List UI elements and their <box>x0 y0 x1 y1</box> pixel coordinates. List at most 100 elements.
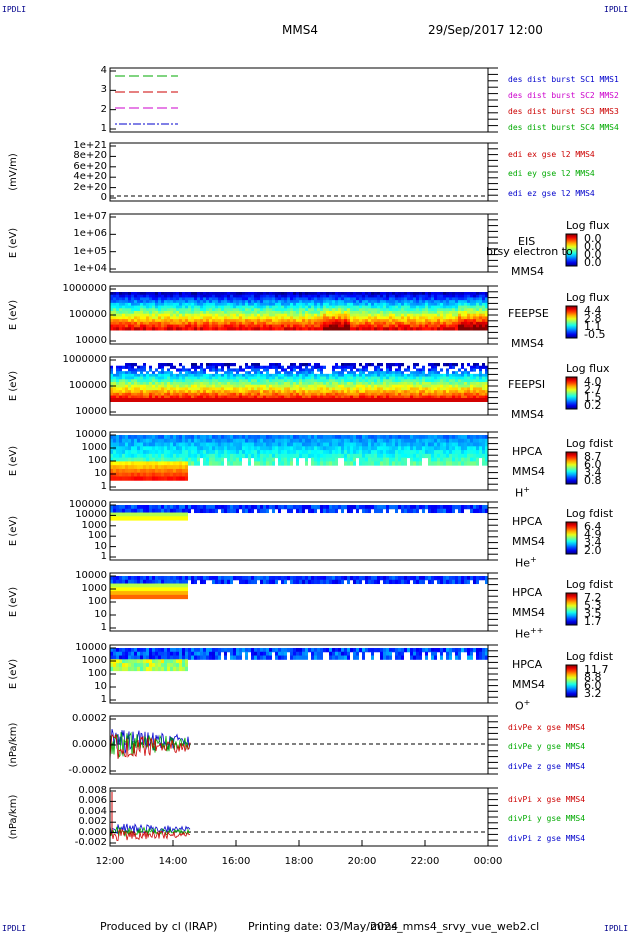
spectrogram-cell <box>473 395 476 399</box>
spectrogram-cell <box>134 308 137 312</box>
spectrogram-cell <box>119 373 122 378</box>
spectrogram-cell <box>251 446 254 451</box>
spectrogram-cell <box>470 324 473 328</box>
spectrogram-cell <box>260 442 263 447</box>
spectrogram-cell <box>128 387 131 391</box>
spectrogram-cell <box>140 376 143 380</box>
spectrogram-cell <box>326 435 329 440</box>
spectrogram-cell <box>329 302 332 307</box>
spectrogram-cell <box>386 308 389 312</box>
spectrogram-cell <box>119 327 122 331</box>
spectrogram-cell <box>242 376 245 380</box>
spectrogram-cell <box>458 461 461 466</box>
spectrogram-cell <box>143 587 146 592</box>
spectrogram-cell <box>152 505 155 510</box>
spectrogram-cell <box>197 324 200 328</box>
spectrogram-cell <box>224 324 227 328</box>
spectrogram-cell <box>368 450 371 455</box>
spectrogram-cell <box>122 365 125 369</box>
spectrogram-cell <box>449 373 452 378</box>
spectrogram-cell <box>248 438 251 444</box>
spectrogram-cell <box>293 308 296 312</box>
spectrogram-cell <box>464 305 467 309</box>
spectrogram-cell <box>254 297 257 301</box>
spectrogram-cell <box>215 390 218 394</box>
spectrogram-cell <box>203 300 206 304</box>
spectrogram-cell <box>143 305 146 309</box>
spectrogram-cell <box>155 373 158 378</box>
spectrogram-cell <box>164 324 167 328</box>
spectrogram-cell <box>452 308 455 312</box>
spectrogram-cell <box>440 292 443 296</box>
spectrogram-cell <box>362 321 365 326</box>
spectrogram-cell <box>212 373 215 378</box>
spectrogram-cell <box>161 594 164 600</box>
spectrogram-cell <box>380 302 383 307</box>
spectrogram-cell <box>404 435 407 440</box>
spectrogram-cell <box>230 446 233 451</box>
spectrogram-cell <box>242 305 245 309</box>
spectrogram-cell <box>392 457 395 462</box>
spectrogram-cell <box>461 313 464 317</box>
spectrogram-cell <box>374 308 377 312</box>
spectrogram-cell <box>359 384 362 388</box>
spectrogram-cell <box>209 319 212 323</box>
spectrogram-cell <box>128 292 131 296</box>
spectrogram-cell <box>308 371 311 375</box>
spectrogram-cell <box>161 387 164 391</box>
spectrogram-cell <box>281 392 284 397</box>
spectrogram-cell <box>413 311 416 315</box>
spectrogram-cell <box>167 292 170 296</box>
spectrogram-cell <box>152 450 155 455</box>
spectrogram-cell <box>404 321 407 326</box>
spectrogram-cell <box>218 292 221 296</box>
spectrogram-cell <box>287 311 290 315</box>
spectrogram-cell <box>134 327 137 331</box>
spectrogram-cell <box>209 392 212 397</box>
spectrogram-cell <box>440 435 443 440</box>
panel-feepsi <box>109 356 578 416</box>
spectrogram-cell <box>440 379 443 383</box>
spectrogram-cell <box>434 371 437 375</box>
spectrogram-cell <box>425 450 428 455</box>
spectrogram-cell <box>323 438 326 444</box>
spectrogram-cell <box>170 476 173 481</box>
spectrogram-cell <box>275 308 278 312</box>
spectrogram-cell <box>164 305 167 309</box>
spectrogram-cell <box>146 442 149 447</box>
spectrogram-cell <box>455 308 458 312</box>
spectrogram-cell <box>467 311 470 315</box>
spectrogram-cell <box>278 457 281 462</box>
spectrogram-cell <box>413 371 416 375</box>
spectrogram-cell <box>377 308 380 312</box>
spectrogram-cell <box>407 390 410 394</box>
spectrogram-cell <box>194 363 197 367</box>
spectrogram-cell <box>116 316 119 320</box>
spectrogram-cell <box>251 305 254 309</box>
spectrogram-cell <box>269 387 272 391</box>
spectrogram-cell <box>380 294 383 298</box>
spectrogram-cell <box>320 457 323 462</box>
spectrogram-cell <box>485 450 488 455</box>
spectrogram-cell <box>203 382 206 386</box>
spectrogram-cell <box>332 395 335 399</box>
spectrogram-cell <box>215 382 218 386</box>
spectrogram-cell <box>221 387 224 391</box>
spectrogram-cell <box>263 373 266 378</box>
spectrogram-cell <box>389 395 392 399</box>
spectrogram-cell <box>281 305 284 309</box>
spectrogram-cell <box>182 457 185 462</box>
spectrogram-cell <box>191 373 194 378</box>
spectrogram-cell <box>281 321 284 326</box>
spectrogram-cell <box>302 311 305 315</box>
spectrogram-cell <box>431 395 434 399</box>
spectrogram-cell <box>185 472 188 477</box>
spectrogram-cell <box>179 305 182 309</box>
spectrogram-cell <box>251 363 254 367</box>
spectrogram-cell <box>188 438 191 444</box>
spectrogram-cell <box>353 382 356 386</box>
spectrogram-cell <box>110 392 113 397</box>
spectrogram-cell <box>122 579 125 585</box>
spectrogram-cell <box>359 379 362 383</box>
spectrogram-cell <box>338 294 341 298</box>
